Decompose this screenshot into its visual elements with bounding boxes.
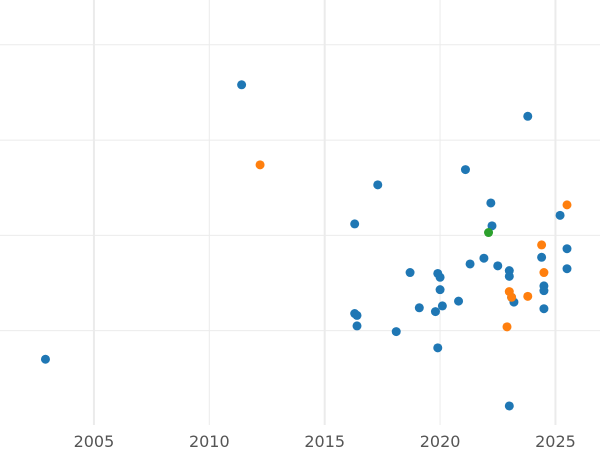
data-point-green bbox=[484, 228, 494, 238]
data-point-blue bbox=[435, 285, 445, 295]
x-tick-label: 2020 bbox=[420, 432, 461, 450]
data-point-orange bbox=[537, 240, 547, 250]
data-point-blue bbox=[460, 165, 470, 175]
data-point-blue bbox=[405, 268, 415, 278]
data-point-blue bbox=[539, 286, 549, 296]
data-point-blue bbox=[486, 198, 496, 208]
data-point-orange bbox=[562, 200, 572, 210]
data-point-blue bbox=[373, 180, 383, 190]
data-point-blue bbox=[433, 343, 443, 353]
x-tick-label: 2015 bbox=[304, 432, 345, 450]
data-point-blue bbox=[479, 253, 489, 263]
data-point-blue bbox=[237, 80, 247, 90]
x-tick-label: 2010 bbox=[189, 432, 230, 450]
data-point-orange bbox=[502, 322, 512, 332]
data-point-blue bbox=[465, 259, 475, 269]
data-point-blue bbox=[487, 221, 497, 231]
x-tick-label: 2025 bbox=[535, 432, 576, 450]
data-point-blue bbox=[555, 210, 565, 220]
gridlines bbox=[0, 0, 600, 425]
data-point-blue bbox=[562, 264, 572, 274]
data-point-blue bbox=[493, 261, 503, 271]
data-point-blue bbox=[504, 271, 514, 281]
data-point-blue bbox=[537, 252, 547, 262]
data-point-blue bbox=[539, 304, 549, 314]
data-points bbox=[40, 80, 572, 411]
data-point-blue bbox=[430, 307, 440, 317]
data-point-blue bbox=[504, 401, 514, 411]
data-point-orange bbox=[255, 160, 265, 170]
data-point-blue bbox=[562, 244, 572, 254]
data-point-blue bbox=[435, 272, 445, 282]
data-point-blue bbox=[352, 321, 362, 331]
data-point-blue bbox=[523, 111, 533, 121]
data-point-blue bbox=[352, 310, 362, 320]
data-point-blue bbox=[350, 219, 360, 229]
data-point-orange bbox=[539, 268, 549, 278]
data-point-orange bbox=[523, 291, 533, 301]
data-point-blue bbox=[391, 327, 401, 337]
data-point-orange bbox=[507, 292, 517, 302]
data-point-blue bbox=[437, 301, 447, 311]
data-point-blue bbox=[414, 303, 424, 313]
x-axis-ticks: 2005 2010 2015 2020 2025 bbox=[74, 432, 576, 450]
data-point-blue bbox=[454, 296, 464, 306]
data-point-blue bbox=[40, 354, 50, 364]
x-tick-label: 2005 bbox=[74, 432, 115, 450]
